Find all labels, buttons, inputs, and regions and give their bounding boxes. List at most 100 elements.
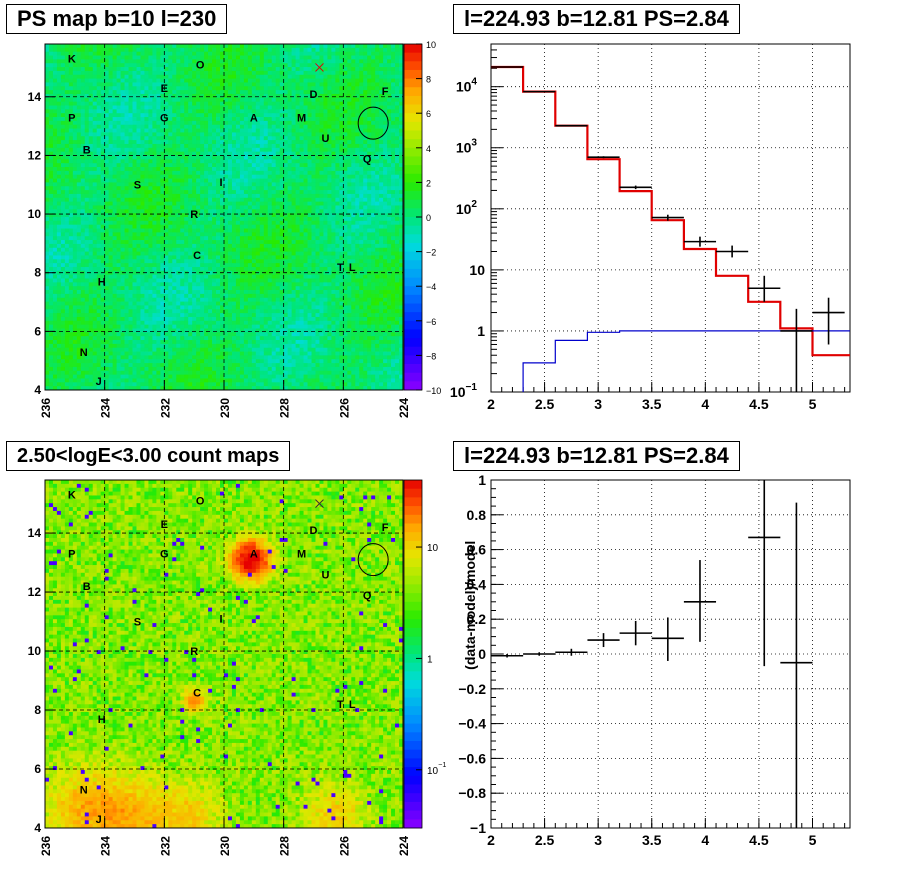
heatmap-cell — [243, 305, 249, 310]
heatmap-cell — [120, 309, 125, 314]
heatmap-cell — [140, 132, 145, 137]
heatmap-cell — [48, 86, 54, 91]
heatmap-cell — [72, 240, 78, 245]
heatmap-cell — [184, 351, 189, 356]
heatmap-cell — [120, 340, 125, 345]
heatmap-cell — [124, 59, 129, 64]
heatmap-cell — [231, 155, 237, 160]
heatmap-cell — [136, 205, 141, 210]
heatmap-cell — [192, 224, 197, 229]
heatmap-cell — [84, 147, 90, 153]
heatmap-cell — [112, 363, 117, 368]
heatmap-cell — [120, 155, 125, 160]
heatmap-cell — [108, 197, 114, 203]
heatmap-cell — [84, 67, 90, 72]
heatmap-cell — [227, 59, 233, 64]
heatmap-cell — [259, 59, 265, 64]
heatmap-cell — [255, 143, 261, 149]
heatmap-cell — [212, 143, 217, 149]
heatmap-cell — [188, 213, 193, 218]
heatmap-cell — [140, 359, 145, 364]
heatmap-cell — [76, 128, 82, 133]
heatmap-cell — [196, 136, 201, 141]
heatmap-cell — [188, 63, 193, 68]
heatmap-cell — [116, 209, 121, 214]
heatmap-cell — [204, 228, 209, 233]
heatmap-cell — [88, 309, 94, 314]
heatmap-cell — [243, 316, 249, 322]
heatmap-cell — [92, 332, 98, 337]
heatmap-cell — [116, 178, 121, 183]
heatmap-cell — [136, 340, 141, 345]
heatmap-cell — [212, 197, 217, 203]
heatmap-cell — [231, 251, 237, 256]
heatmap-cell — [176, 105, 181, 110]
heatmap-cell — [64, 351, 70, 356]
heatmap-cell — [164, 355, 169, 360]
heatmap-cell — [112, 147, 117, 153]
heatmap-cell — [92, 113, 98, 118]
heatmap-cell — [227, 247, 233, 252]
heatmap-cell — [144, 59, 149, 64]
heatmap-cell — [108, 90, 114, 95]
heatmap-cell — [112, 97, 117, 103]
heatmap-cell — [204, 163, 209, 168]
heatmap-cell — [80, 236, 86, 241]
heatmap-cell — [84, 378, 90, 383]
heatmap-cell — [116, 255, 121, 260]
heatmap-cell — [116, 217, 121, 222]
heatmap-cell — [212, 55, 217, 60]
heatmap-cell — [227, 178, 233, 183]
heatmap-cell — [48, 163, 54, 168]
heatmap-cell — [52, 301, 58, 306]
heatmap-cell — [220, 82, 225, 87]
heatmap-cell — [136, 278, 141, 283]
heatmap-cell — [144, 155, 149, 160]
heatmap-cell — [164, 332, 169, 337]
heatmap-cell — [239, 240, 245, 245]
heatmap-cell — [172, 305, 177, 310]
heatmap-cell — [231, 247, 237, 252]
heatmap-cell — [140, 378, 145, 383]
heatmap-cell — [196, 117, 201, 122]
heatmap-cell — [60, 178, 66, 183]
heatmap-cell — [96, 93, 102, 99]
heatmap-cell — [208, 201, 213, 206]
heatmap-cell — [76, 143, 82, 149]
heatmap-cell — [212, 328, 217, 333]
heatmap-cell — [128, 109, 133, 114]
heatmap-cell — [45, 324, 50, 329]
heatmap-cell — [259, 324, 265, 329]
heatmap-cell — [200, 328, 205, 333]
heatmap-cell — [112, 132, 117, 137]
heatmap-cell — [263, 82, 269, 87]
heatmap-cell — [251, 205, 257, 210]
heatmap-cell — [180, 309, 185, 314]
heatmap-cell — [239, 74, 245, 79]
heatmap-cell — [45, 351, 50, 356]
heatmap-cell — [64, 240, 70, 245]
heatmap-cell — [72, 282, 78, 287]
heatmap-cell — [108, 97, 114, 103]
heatmap-cell — [220, 55, 225, 60]
heatmap-cell — [200, 182, 205, 187]
heatmap-cell — [100, 120, 106, 126]
heatmap-cell — [168, 270, 173, 276]
heatmap-cell — [251, 359, 257, 364]
heatmap-cell — [124, 170, 129, 176]
heatmap-cell — [180, 332, 185, 337]
heatmap-cell — [227, 55, 233, 60]
heatmap-cell — [45, 232, 50, 237]
heatmap-cell — [259, 105, 265, 110]
heatmap-cell — [68, 243, 74, 249]
heatmap-cell — [136, 109, 141, 114]
heatmap-cell — [76, 324, 82, 329]
heatmap-cell — [148, 140, 153, 145]
heatmap-cell — [100, 205, 106, 210]
heatmap-cell — [92, 378, 98, 383]
heatmap-cell — [204, 263, 209, 268]
heatmap-cell — [104, 74, 110, 79]
heatmap-cell — [56, 386, 62, 391]
heatmap-cell — [204, 282, 209, 287]
heatmap-cell — [224, 105, 229, 110]
